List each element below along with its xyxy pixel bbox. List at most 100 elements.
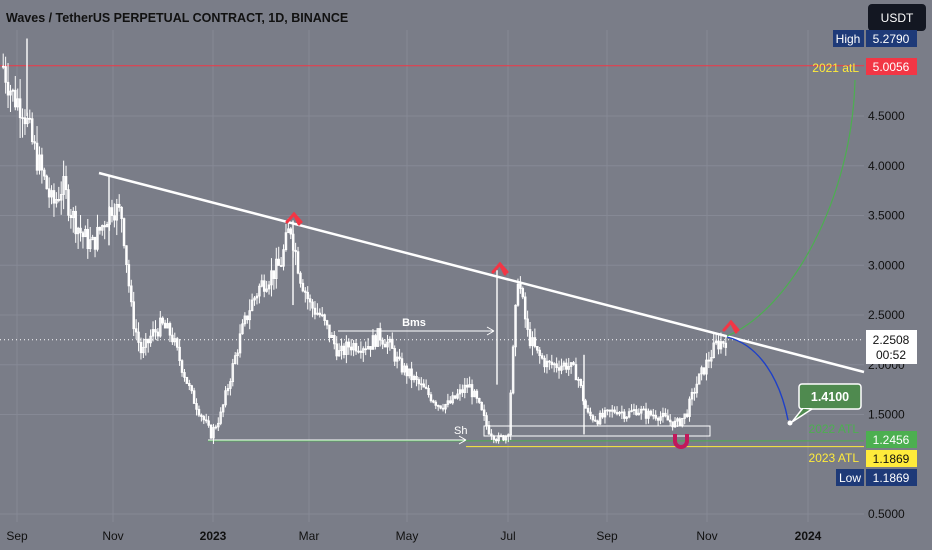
candle-body xyxy=(76,227,80,235)
candle-body xyxy=(540,355,544,359)
currency-button[interactable]: USDT xyxy=(868,4,926,31)
candle-body xyxy=(724,342,728,348)
candle-body xyxy=(608,409,612,412)
candle-body xyxy=(64,176,68,191)
candle-body xyxy=(137,331,140,343)
candle-body xyxy=(642,408,645,411)
candle-body xyxy=(562,362,566,367)
price-axis[interactable]: 0.50001.50002.00002.50003.00003.50004.00… xyxy=(868,109,905,521)
candle-body xyxy=(606,409,609,412)
candle-body xyxy=(584,400,587,409)
candle-body xyxy=(180,360,184,373)
candle-body xyxy=(407,368,411,377)
level-lines xyxy=(0,65,864,448)
candle-body xyxy=(18,98,22,119)
candle-body xyxy=(146,338,150,344)
candle-body xyxy=(705,359,708,375)
candle-body xyxy=(644,408,648,419)
marker-stroke xyxy=(292,212,301,226)
candle-body xyxy=(632,409,636,411)
chart-title: Waves / TetherUS PERPETUAL CONTRACT, 1D,… xyxy=(6,11,348,25)
candle-body xyxy=(306,291,309,300)
candle-body xyxy=(221,404,225,413)
candle-body xyxy=(289,228,293,235)
candle-body xyxy=(9,90,12,96)
candle-body xyxy=(393,348,396,362)
candle-body xyxy=(693,391,696,394)
candle-body xyxy=(362,348,365,353)
candle-body xyxy=(714,340,718,344)
candle-body xyxy=(93,236,97,250)
candle-body xyxy=(149,335,152,344)
countdown: 00:52 xyxy=(876,348,906,362)
candle-body xyxy=(243,315,247,325)
atl-arrowhead xyxy=(458,435,467,445)
candle-body xyxy=(98,226,102,231)
last-price-value: 2.2508 xyxy=(873,333,910,347)
candle-body xyxy=(340,345,343,351)
x-tick-label: May xyxy=(396,529,419,543)
atl2023-label: 2023 ATL xyxy=(809,451,860,465)
projection-end-point xyxy=(787,420,793,426)
candle-body xyxy=(342,345,346,356)
candle-body xyxy=(294,249,297,253)
candle-body xyxy=(328,324,331,338)
candle-body xyxy=(248,310,251,321)
candle-body xyxy=(412,375,416,381)
time-axis[interactable]: Sep Nov 2023 Mar May Jul Sep Nov 2024 xyxy=(6,529,821,543)
candle-body xyxy=(647,410,650,419)
candle-body xyxy=(572,362,575,365)
candle-body xyxy=(154,329,157,333)
candle-body xyxy=(586,407,590,413)
magnet-body xyxy=(673,434,689,449)
candle-body xyxy=(57,199,61,201)
candle-body xyxy=(712,342,715,359)
atl2022-value: 1.2456 xyxy=(873,433,910,447)
y-tick-label: 3.0000 xyxy=(868,258,905,272)
candle-body xyxy=(30,118,34,143)
candle-body xyxy=(656,417,660,421)
candle-body xyxy=(262,280,266,292)
candle-body xyxy=(313,307,317,315)
candle-body xyxy=(528,329,532,347)
candle-body xyxy=(550,361,554,366)
candle-body xyxy=(552,363,556,366)
candle-body xyxy=(349,346,353,351)
candle-body xyxy=(671,421,674,428)
candle-body xyxy=(470,384,474,398)
candle-body xyxy=(415,375,418,380)
candle-body xyxy=(110,207,114,217)
candle-body xyxy=(320,314,324,317)
target-price-value: 1.4100 xyxy=(811,390,849,404)
candle-body xyxy=(28,117,32,120)
marker-stroke xyxy=(498,262,507,276)
candle-body xyxy=(1,65,5,68)
candle-body xyxy=(548,360,551,363)
candle-body xyxy=(258,285,261,297)
candle-body xyxy=(461,389,464,393)
candle-body xyxy=(72,210,75,219)
candle-body xyxy=(333,335,336,345)
candle-body xyxy=(598,412,602,425)
y-tick-label: 3.5000 xyxy=(868,209,905,223)
target-price-box[interactable]: 1.4100 xyxy=(791,383,862,423)
sh-zone-box xyxy=(483,425,711,437)
candle-body xyxy=(410,368,413,381)
candle-body xyxy=(610,409,614,412)
candle-body xyxy=(453,395,457,399)
candle-body xyxy=(627,411,631,418)
candle-body xyxy=(130,285,133,303)
candle-body xyxy=(52,190,56,204)
candle-body xyxy=(238,333,242,354)
candle-body xyxy=(308,298,312,303)
candle-body xyxy=(81,232,85,238)
candle-body xyxy=(574,364,578,381)
candle-body xyxy=(272,270,276,279)
candle-body xyxy=(163,322,167,329)
low-value: 1.1869 xyxy=(873,471,910,485)
candle-body xyxy=(284,232,288,251)
candle-body xyxy=(417,379,421,385)
candle-body xyxy=(88,239,92,250)
x-tick-label: Nov xyxy=(102,529,123,543)
